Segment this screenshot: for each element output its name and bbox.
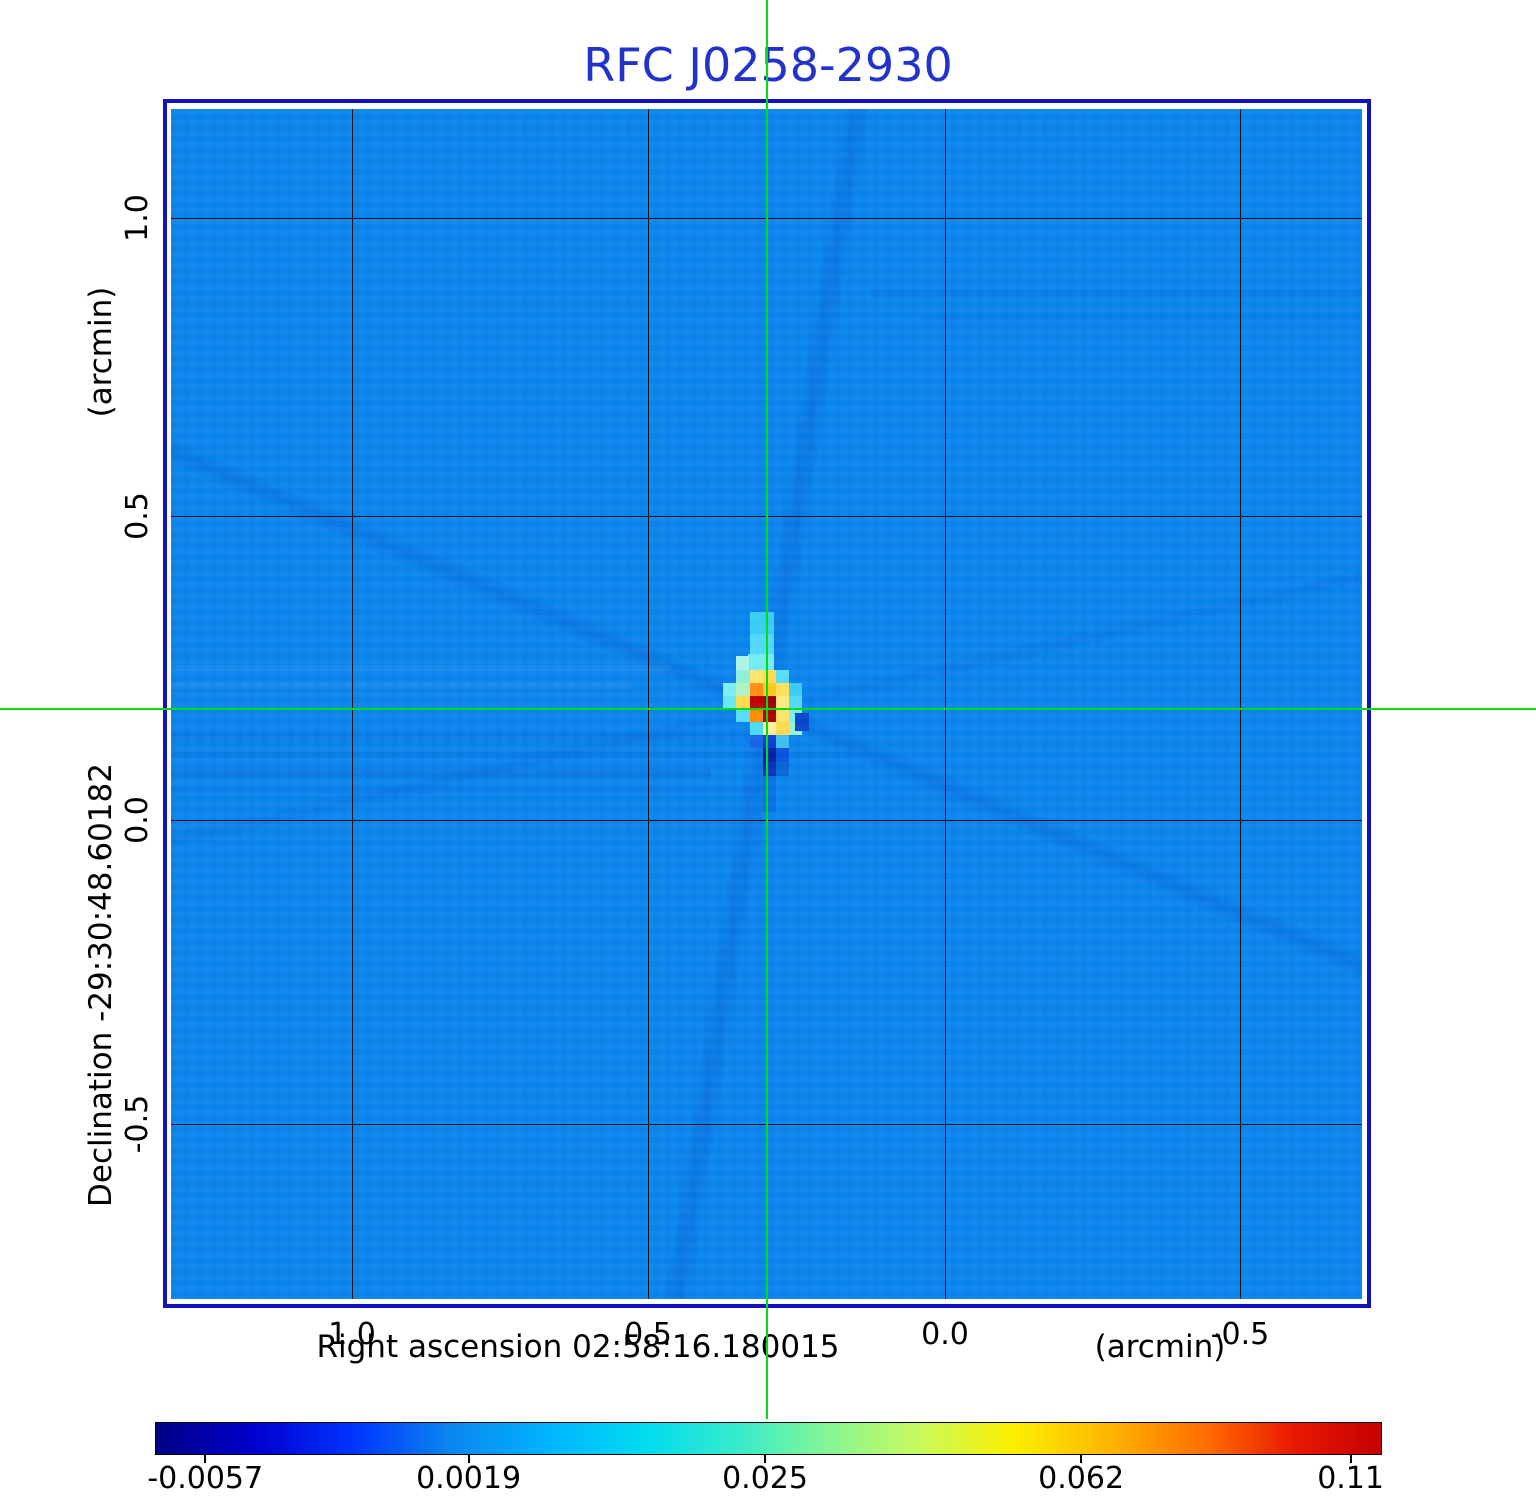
source-pixel	[750, 634, 774, 654]
source-pixel	[763, 776, 776, 812]
x-axis-label: Right ascension 02:58:16.180015	[316, 1329, 840, 1365]
source-pixel	[763, 683, 776, 696]
source-pixel	[750, 709, 763, 722]
source-pixel	[776, 722, 789, 735]
x-tick-label: 0.5	[624, 1317, 672, 1352]
source-pixel	[795, 713, 809, 731]
source-pixel	[750, 683, 763, 696]
colorbar-tick-label: 0.0019	[416, 1461, 522, 1496]
source-pixel	[736, 709, 750, 722]
colorbar-tick	[204, 1454, 207, 1463]
y-tick-label: 0.5	[120, 492, 155, 540]
source-pixel	[763, 709, 776, 722]
source-pixel	[763, 735, 776, 748]
noise-band	[921, 314, 1362, 321]
source-pixel	[750, 670, 763, 683]
colorbar-tick	[1080, 1454, 1083, 1463]
noise-band	[171, 665, 671, 671]
source-pixel	[763, 670, 776, 683]
noise-band	[171, 733, 791, 741]
x-tick-label: 0.0	[921, 1317, 969, 1352]
grid-line-vertical	[648, 109, 649, 1299]
source-pixel	[736, 683, 750, 696]
colorbar-tick-label: -0.0057	[147, 1461, 264, 1496]
crosshair-horizontal-line	[0, 708, 1536, 710]
noise-band	[171, 769, 711, 777]
colorbar-tick-label: 0.062	[1038, 1461, 1125, 1496]
colorbar-gradient	[156, 1423, 1381, 1454]
source-pixel	[750, 735, 763, 748]
grid-line-vertical	[945, 109, 946, 1299]
grid-line-vertical	[1240, 109, 1241, 1299]
source-pixel	[776, 762, 789, 776]
colorbar-tick	[764, 1454, 767, 1463]
colorbar-tick-label: 0.025	[722, 1461, 808, 1496]
x-tick-label: -0.5	[1210, 1317, 1270, 1352]
source-pixel	[776, 683, 789, 696]
plot-title: RFC J0258-2930	[583, 38, 953, 92]
source-pixel	[776, 748, 789, 762]
colorbar	[155, 1422, 1382, 1455]
noise-band	[871, 289, 1362, 298]
source-pixel	[763, 748, 776, 762]
source-pixel	[776, 735, 789, 748]
source-pixel	[789, 722, 802, 735]
source-pixel	[776, 709, 789, 722]
y-tick-label: 0.0	[120, 796, 155, 844]
noise-band	[171, 751, 851, 758]
colorbar-tick	[1349, 1454, 1352, 1463]
source-pixel	[789, 709, 802, 722]
source-pixel	[750, 612, 774, 634]
source-pixel	[748, 654, 774, 671]
y-tick-label: -0.5	[120, 1094, 155, 1154]
grid-line-vertical	[352, 109, 353, 1299]
source-pixel	[763, 722, 776, 735]
source-pixel	[736, 656, 749, 670]
source-pixel	[789, 683, 802, 696]
colorbar-tick	[467, 1454, 470, 1463]
colorbar-tick-label: 0.11	[1317, 1461, 1384, 1496]
noise-band	[171, 683, 631, 689]
source-pixel	[736, 670, 750, 683]
x-axis-unit-label: (arcmin)	[1094, 1329, 1226, 1365]
x-tick-label: 1.0	[328, 1317, 376, 1352]
source-pixel	[763, 762, 776, 776]
noise-band	[171, 787, 771, 794]
source-pixel	[776, 670, 789, 683]
y-tick-label: 1.0	[120, 194, 155, 242]
source-pixel	[750, 722, 763, 735]
source-pixel	[723, 683, 736, 696]
y-axis-unit-label: (arcmin)	[83, 286, 119, 418]
